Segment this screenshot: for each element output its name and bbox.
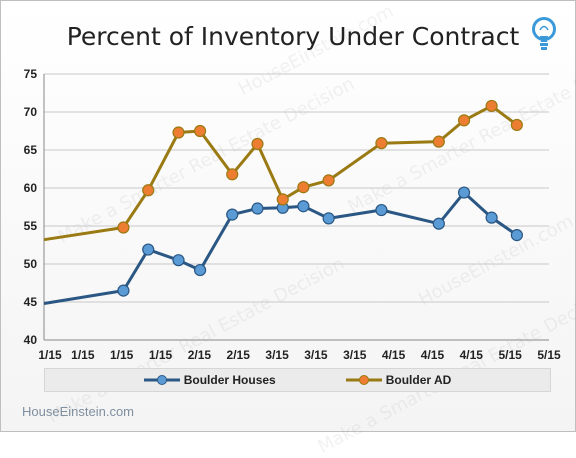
slide-frame bbox=[0, 0, 576, 432]
x-tick-label: 5/15 bbox=[498, 348, 522, 362]
data-point-houses bbox=[297, 200, 310, 213]
data-point-houses bbox=[432, 217, 445, 230]
legend-swatch-houses bbox=[143, 375, 180, 385]
x-tick-label: 3/15 bbox=[304, 348, 328, 362]
legend-label-ad: Boulder AD bbox=[385, 373, 452, 387]
x-tick-label: 1/15 bbox=[71, 348, 95, 362]
x-tick-label: 1/15 bbox=[110, 348, 134, 362]
x-tick-label: 4/15 bbox=[421, 348, 445, 362]
footer-brand: HouseEinstein.com bbox=[22, 404, 134, 419]
legend-swatch-ad bbox=[345, 375, 382, 385]
data-point-houses bbox=[375, 203, 388, 217]
y-tick-label: 45 bbox=[24, 295, 38, 309]
data-point-ad bbox=[142, 184, 155, 197]
data-point-houses bbox=[117, 284, 130, 297]
x-tick-label: 1/15 bbox=[38, 348, 62, 362]
data-point-houses bbox=[322, 212, 335, 225]
data-point-ad bbox=[322, 174, 335, 187]
y-tick-label: 60 bbox=[24, 181, 38, 195]
x-tick-label: 2/15 bbox=[227, 348, 251, 362]
x-tick-label: 4/15 bbox=[460, 348, 484, 362]
x-tick-label: 5/15 bbox=[537, 348, 561, 362]
data-point-houses bbox=[226, 208, 239, 221]
series-line-ad bbox=[43, 104, 518, 242]
data-point-ad bbox=[510, 118, 523, 132]
y-tick-label: 75 bbox=[24, 67, 38, 81]
data-point-ad bbox=[485, 99, 498, 113]
x-tick-label: 4/15 bbox=[382, 348, 406, 362]
y-tick-label: 55 bbox=[24, 219, 38, 233]
data-point-ad bbox=[297, 181, 310, 194]
data-point-ad bbox=[457, 114, 471, 127]
chart-title: Percent of Inventory Under Contract bbox=[66, 22, 520, 51]
legend-item-houses: Boulder Houses bbox=[143, 373, 276, 387]
y-tick-label: 50 bbox=[24, 257, 38, 271]
data-point-houses bbox=[142, 243, 155, 256]
data-point-ad bbox=[117, 221, 130, 234]
lightbulb-icon bbox=[532, 17, 556, 50]
data-point-ad bbox=[432, 135, 445, 148]
data-point-houses bbox=[172, 254, 185, 267]
data-point-ad bbox=[226, 168, 239, 181]
data-point-ad bbox=[375, 137, 388, 150]
x-tick-label: 3/15 bbox=[343, 348, 367, 362]
x-tick-label: 3/15 bbox=[265, 348, 289, 362]
chart-legend: Boulder Houses Boulder AD bbox=[44, 368, 551, 392]
data-point-ad bbox=[251, 137, 264, 151]
x-tick-label: 2/15 bbox=[188, 348, 212, 362]
y-tick-label: 40 bbox=[24, 333, 38, 347]
y-tick-label: 65 bbox=[24, 143, 38, 157]
data-point-houses bbox=[193, 263, 207, 277]
data-point-houses bbox=[485, 211, 498, 224]
x-tick-label: 1/15 bbox=[149, 348, 173, 362]
data-point-houses bbox=[457, 186, 471, 199]
data-point-ad bbox=[193, 124, 207, 138]
data-point-ad bbox=[172, 126, 185, 139]
line-chart: 40 45 50 55 60 65 70 75 1/15 1/15 1/15 1/15 2/15 2/15… bbox=[24, 67, 561, 362]
legend-label-houses: Boulder Houses bbox=[183, 373, 276, 387]
y-tick-label: 70 bbox=[24, 105, 38, 119]
data-point-ad bbox=[276, 193, 289, 206]
legend-item-ad: Boulder AD bbox=[345, 373, 452, 387]
data-point-houses bbox=[251, 202, 264, 215]
data-point-houses bbox=[510, 229, 523, 242]
